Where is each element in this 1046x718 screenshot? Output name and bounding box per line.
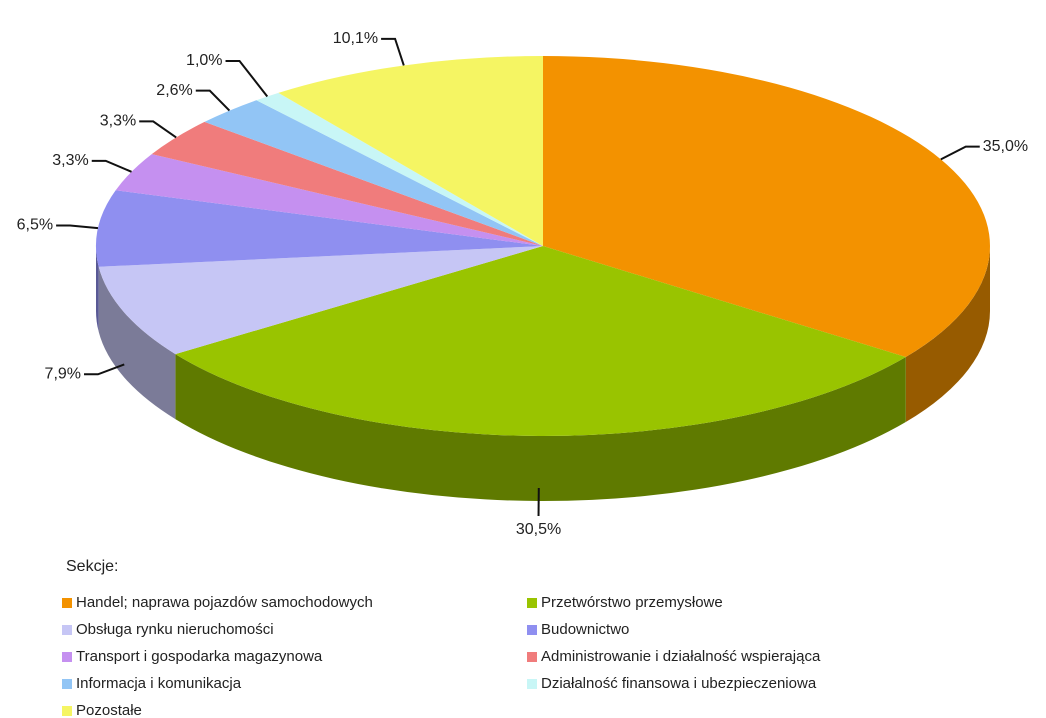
slice (543, 56, 991, 358)
data-label: 2,6% (156, 82, 192, 99)
slice-side (98, 266, 176, 420)
legend-title: Sekcje: (66, 558, 118, 575)
legend-swatch (62, 652, 72, 662)
data-label: 3,3% (100, 113, 136, 130)
legend-label: Działalność finansowa i ubezpieczeniowa (541, 675, 817, 692)
leader-line (56, 224, 99, 230)
slice (115, 154, 543, 246)
leader-line (139, 120, 177, 139)
slice-side (905, 246, 990, 423)
slice (175, 246, 906, 436)
leader-line (225, 60, 269, 98)
legend-label: Pozostałe (76, 702, 142, 718)
leader-line (84, 363, 125, 376)
slice (256, 92, 543, 247)
legend-swatch (62, 598, 72, 608)
data-label: 30,5% (516, 521, 561, 538)
legend-swatch (527, 652, 537, 662)
slice (151, 121, 543, 246)
leader-line (381, 37, 405, 66)
legend-label: Informacja i komunikacja (76, 675, 242, 692)
slice (95, 190, 543, 267)
leader-line (195, 89, 231, 112)
legend-swatch (62, 679, 72, 689)
slice (204, 100, 543, 246)
leader-line (940, 145, 980, 161)
slice (278, 56, 543, 246)
data-label: 3,3% (52, 152, 88, 169)
data-label: 35,0% (983, 138, 1028, 155)
data-label: 6,5% (17, 217, 53, 234)
data-label: 1,0% (186, 52, 222, 69)
slice (98, 246, 544, 355)
legend-label: Administrowanie i działalność wspierając… (541, 648, 821, 665)
slice-side (96, 246, 99, 332)
slice-side (175, 354, 906, 501)
legend-swatch (527, 679, 537, 689)
legend-swatch (527, 598, 537, 608)
legend-label: Przetwórstwo przemysłowe (541, 594, 723, 611)
legend-label: Transport i gospodarka magazynowa (76, 648, 323, 665)
legend-label: Handel; naprawa pojazdów samochodowych (76, 594, 373, 611)
leader-line (91, 159, 132, 173)
legend-swatch (527, 625, 537, 635)
legend-swatch (62, 706, 72, 716)
legend-label: Obsługa rynku nieruchomości (76, 621, 274, 638)
data-label: 10,1% (333, 30, 378, 47)
data-label: 7,9% (45, 365, 81, 382)
legend-label: Budownictwo (541, 621, 629, 638)
legend-swatch (62, 625, 72, 635)
